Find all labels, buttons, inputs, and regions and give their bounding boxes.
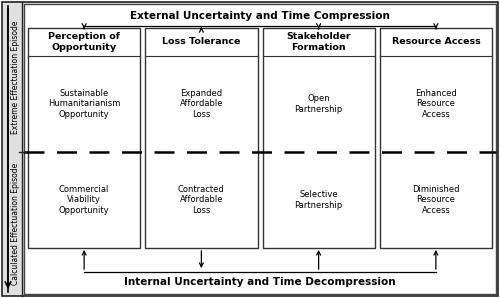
Text: Internal Uncertainty and Time Decompression: Internal Uncertainty and Time Decompress… xyxy=(124,277,396,287)
Bar xyxy=(262,28,375,248)
Text: External Uncertainty and Time Compression: External Uncertainty and Time Compressio… xyxy=(130,11,390,21)
Bar xyxy=(145,28,258,248)
Text: Open
Partnership: Open Partnership xyxy=(294,94,343,114)
Text: Loss Tolerance: Loss Tolerance xyxy=(162,38,240,46)
Text: Enhanced
Resource
Access: Enhanced Resource Access xyxy=(415,89,457,119)
Text: Resource Access: Resource Access xyxy=(392,38,480,46)
Text: Stakeholder
Formation: Stakeholder Formation xyxy=(286,32,351,52)
Text: Perception of
Opportunity: Perception of Opportunity xyxy=(48,32,120,52)
Bar xyxy=(28,28,140,248)
Text: Commercial
Viability
Opportunity: Commercial Viability Opportunity xyxy=(59,185,110,215)
Bar xyxy=(380,28,492,248)
Text: Expanded
Affordable
Loss: Expanded Affordable Loss xyxy=(180,89,223,119)
Text: Selective
Partnership: Selective Partnership xyxy=(294,190,343,210)
Text: Extreme Effectuation Episode: Extreme Effectuation Episode xyxy=(12,20,20,134)
Text: Calculated Effectuation Episode: Calculated Effectuation Episode xyxy=(12,163,20,285)
Text: Sustainable
Humanitarianism
Opportunity: Sustainable Humanitarianism Opportunity xyxy=(48,89,120,119)
Text: Contracted
Affordable
Loss: Contracted Affordable Loss xyxy=(178,185,225,215)
Text: Diminished
Resource
Access: Diminished Resource Access xyxy=(412,185,460,215)
